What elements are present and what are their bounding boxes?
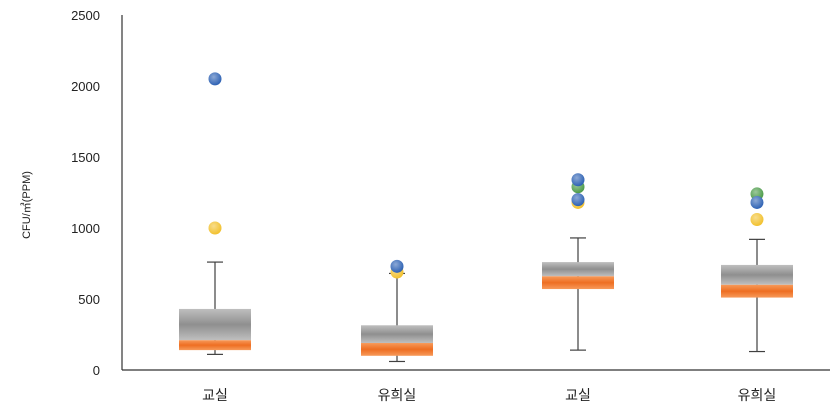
outlier-highlight (390, 259, 404, 273)
outlier-highlight (750, 195, 764, 209)
box-upper-quartile (179, 308, 251, 341)
x-category-label: 유희실 (378, 388, 417, 404)
box-lower-quartile (179, 340, 251, 351)
y-axis-title: CFU/㎥(PPM) (20, 171, 33, 239)
box-lower-quartile (721, 284, 793, 298)
box-lower-quartile (361, 343, 433, 356)
y-tick-label: 1000 (71, 221, 100, 236)
x-category-label: 교실 (202, 388, 228, 404)
x-category-label: 유희실 (738, 388, 777, 404)
y-tick-label: 500 (78, 292, 100, 307)
box-upper-quartile (721, 264, 793, 285)
x-category-label: 교실 (565, 388, 591, 404)
outlier-highlight (208, 221, 222, 235)
outlier-highlight (208, 72, 222, 86)
box-lower-quartile (542, 276, 614, 290)
y-tick-label: 2000 (71, 79, 100, 94)
outlier-highlight (571, 173, 585, 187)
outlier-highlight (750, 212, 764, 226)
y-tick-label: 0 (93, 363, 100, 378)
chart-marks: 0 500 1000 1500 2000 2500 교실 유희실 교실 유희실 (71, 8, 830, 404)
y-tick-label: 1500 (71, 150, 100, 165)
box-upper-quartile (542, 262, 614, 277)
y-tick-label: 2500 (71, 8, 100, 23)
outlier-highlight (571, 193, 585, 207)
box-upper-quartile (361, 325, 433, 344)
